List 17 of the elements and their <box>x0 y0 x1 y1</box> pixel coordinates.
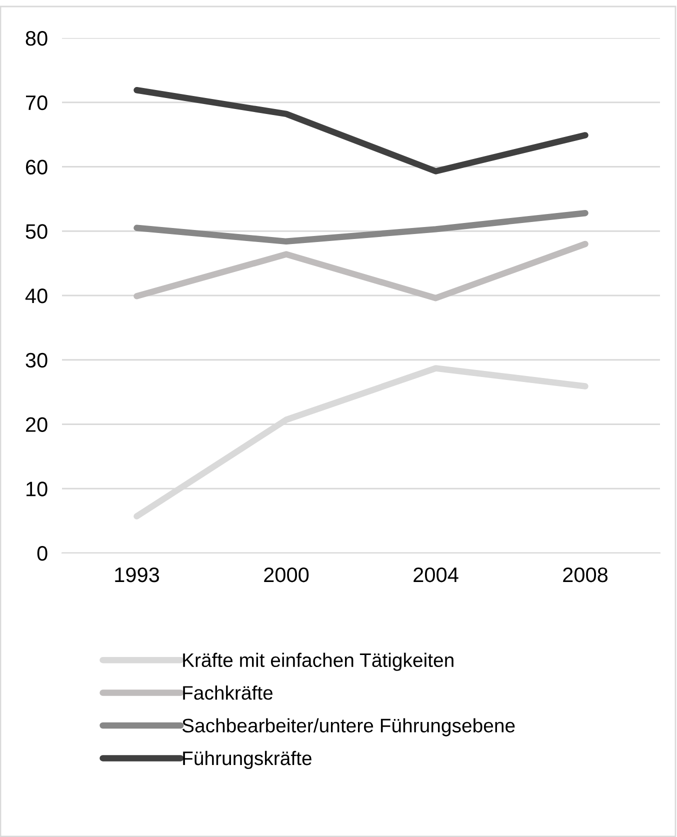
y-tick-label: 60 <box>26 160 48 175</box>
y-tick-label: 20 <box>26 417 48 432</box>
legend-label: Fachkräfte <box>183 685 273 700</box>
y-tick-label: 0 <box>37 546 48 561</box>
x-tick-label: 2000 <box>264 567 309 582</box>
x-tick-label: 2004 <box>414 567 458 582</box>
legend-label: Führungskräfte <box>183 750 312 770</box>
x-tick-label: 2008 <box>563 567 608 582</box>
y-tick-label: 80 <box>26 31 48 46</box>
legend-label: Sachbearbeiter/untere Führungsebene <box>182 718 515 736</box>
legend-label: Kräfte mit einfachen Tätigkeiten <box>183 652 454 671</box>
y-tick-label: 30 <box>26 352 48 368</box>
x-tick-label: 1993 <box>115 567 160 582</box>
y-tick-label: 50 <box>26 224 48 239</box>
y-tick-label: 70 <box>26 95 48 110</box>
y-tick-label: 10 <box>26 482 48 496</box>
y-tick-label: 40 <box>25 288 48 304</box>
